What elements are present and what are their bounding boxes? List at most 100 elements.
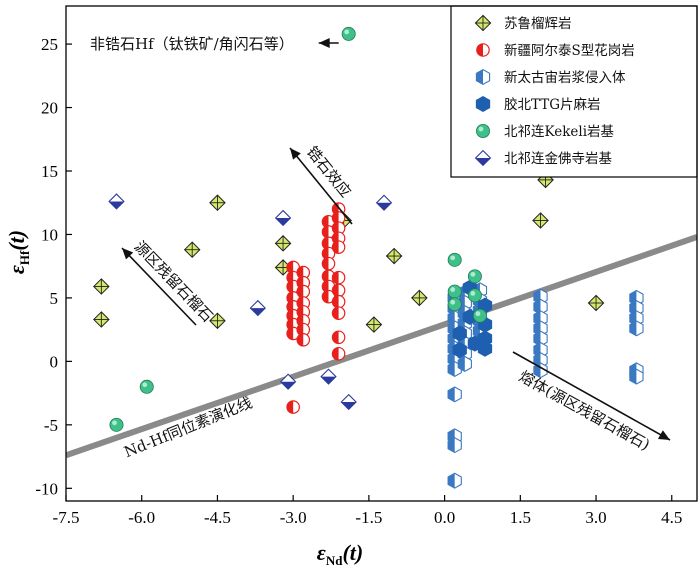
x-tick-label: 1.5 xyxy=(510,508,531,527)
series-6 xyxy=(108,193,393,411)
x-axis-title: εNd(t) xyxy=(317,540,363,568)
data-point xyxy=(629,368,644,385)
data-point xyxy=(331,306,346,320)
legend-label: 新太古宙岩浆侵入体 xyxy=(504,69,626,86)
data-point xyxy=(447,284,462,299)
y-tick-label: 25 xyxy=(41,35,58,54)
data-point xyxy=(296,265,311,280)
legend-label: 新疆阿尔泰S型花岗岩 xyxy=(504,43,635,59)
legend-item: 新太古宙岩浆侵入体 xyxy=(475,68,626,86)
x-tick-label: 4.5 xyxy=(661,508,682,527)
data-point xyxy=(331,221,346,235)
data-point xyxy=(477,330,493,347)
data-point xyxy=(109,417,124,432)
y-tick-label: 20 xyxy=(41,99,58,118)
x-tick-label: -7.5 xyxy=(53,508,80,527)
data-point xyxy=(249,299,267,317)
data-point xyxy=(533,320,548,337)
data-point xyxy=(629,300,644,317)
data-point xyxy=(447,386,462,403)
data-point xyxy=(321,256,336,271)
data-point xyxy=(331,283,346,298)
legend-label: 胶北TTG片麻岩 xyxy=(504,96,601,113)
data-point xyxy=(286,400,300,414)
data-point xyxy=(93,278,110,295)
data-point xyxy=(375,194,393,211)
evolution-line xyxy=(66,234,697,459)
data-point xyxy=(296,322,311,337)
legend-swatch xyxy=(474,14,492,32)
plot-frame xyxy=(65,5,698,502)
data-point xyxy=(447,297,462,312)
legend-label: 北祁连Kekeli岩基 xyxy=(504,123,615,140)
data-point xyxy=(341,26,356,41)
arrow-residual-garnet xyxy=(121,247,197,326)
data-point xyxy=(321,214,336,229)
data-point xyxy=(321,269,336,284)
legend-label: 北祁连金佛寺岩基 xyxy=(504,150,612,167)
legend-swatch xyxy=(475,68,491,86)
legend-swatch xyxy=(476,43,490,57)
data-point xyxy=(331,270,346,285)
data-point xyxy=(472,308,487,323)
data-point xyxy=(274,235,292,252)
x-tick-label: 3.0 xyxy=(585,508,606,527)
data-point xyxy=(477,340,493,357)
data-point xyxy=(139,379,154,394)
y-axis-title: εHf(t) xyxy=(4,230,32,274)
legend-swatch xyxy=(475,95,491,113)
x-axis-title-tail: (t) xyxy=(342,540,363,565)
data-point xyxy=(411,289,428,307)
x-tick-label: -1.5 xyxy=(355,508,382,527)
data-point xyxy=(209,194,226,212)
series-2 xyxy=(286,202,346,414)
data-point xyxy=(279,373,297,390)
data-point xyxy=(533,362,548,379)
data-point xyxy=(331,294,346,309)
data-point xyxy=(286,326,300,341)
data-point xyxy=(331,240,346,254)
y-tick-label: 0 xyxy=(50,352,59,371)
annotation-non-zircon: 非锆石Hf（钛铁矿/角闪石等） xyxy=(90,35,294,53)
legend-item: 北祁连金佛寺岩基 xyxy=(474,149,612,167)
data-point xyxy=(452,341,467,358)
data-point xyxy=(183,241,201,258)
y-tick-label: 10 xyxy=(41,225,58,244)
x-axis-title-sub: Nd xyxy=(326,553,343,568)
data-point xyxy=(296,284,311,299)
x-tick-label: -3.0 xyxy=(280,508,307,527)
arrow-zircon-effect xyxy=(289,147,353,225)
data-point xyxy=(321,279,336,294)
data-point xyxy=(533,330,548,347)
data-point xyxy=(587,294,605,312)
data-point xyxy=(447,472,462,489)
arrow-melt xyxy=(512,351,671,441)
y-axis-title-sub: Hf xyxy=(17,250,32,265)
legend-item: 苏鲁榴辉岩 xyxy=(474,14,572,32)
legend-box xyxy=(450,5,698,178)
legend-label: 苏鲁榴辉岩 xyxy=(504,16,572,32)
legend-item: 胶北TTG片麻岩 xyxy=(475,95,601,113)
data-point xyxy=(457,355,472,372)
y-tick-label: 5 xyxy=(50,289,59,308)
data-point xyxy=(467,288,482,303)
data-point xyxy=(365,316,383,333)
data-point xyxy=(320,368,337,385)
data-point xyxy=(93,311,110,328)
y-axis-title-tail: (t) xyxy=(4,230,29,251)
data-point xyxy=(447,252,462,267)
x-axis-title-main: ε xyxy=(317,540,326,565)
x-tick-label: -6.0 xyxy=(128,508,155,527)
data-point xyxy=(533,288,548,305)
data-point xyxy=(532,212,549,229)
legend-swatch xyxy=(475,124,490,139)
data-point xyxy=(447,437,462,454)
data-point xyxy=(467,269,482,284)
legend-swatch xyxy=(474,149,492,167)
y-tick-label: 15 xyxy=(41,162,58,181)
y-axis-title-main: ε xyxy=(4,265,29,274)
data-point xyxy=(296,333,311,347)
data-point xyxy=(108,193,125,210)
data-point xyxy=(452,325,467,342)
